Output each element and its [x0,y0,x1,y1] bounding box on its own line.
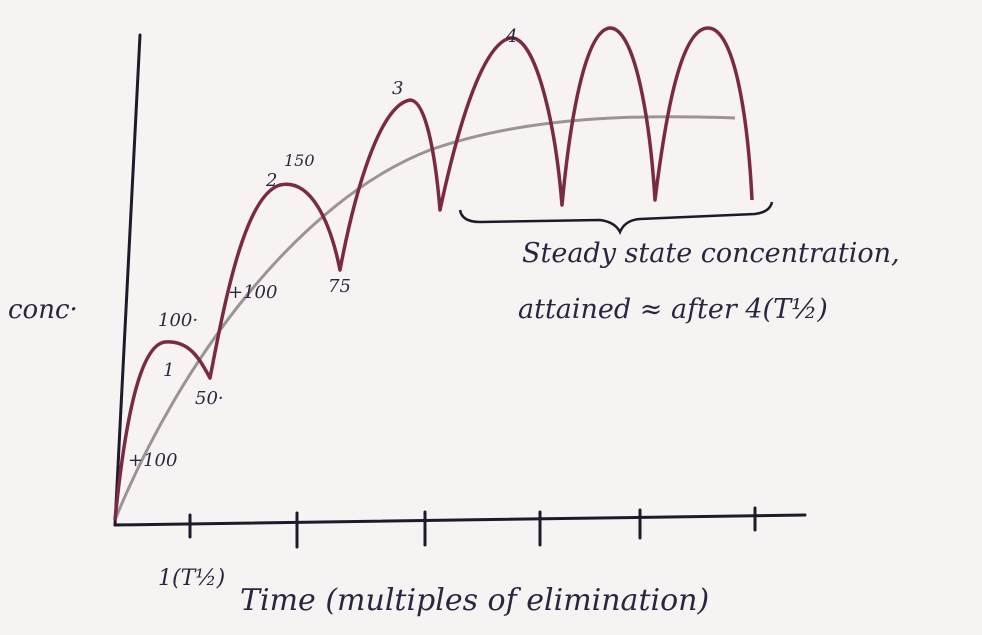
y-axis-label: conc· [8,295,78,325]
annotation: +100 [128,450,177,471]
x-tick-label: 1(T½) [158,566,225,591]
annotation: +100 [228,282,277,303]
annotation: 100· [158,310,198,331]
note-line: Steady state concentration, [522,238,900,269]
background [0,0,982,635]
annotation: 1 [163,360,174,381]
annotation: 75 [328,276,351,297]
annotation: 3 [392,78,403,99]
annotation: 50· [195,388,224,409]
note-line: attained ≈ after 4(T½) [518,294,828,325]
annotation: 4 [505,26,517,47]
annotation: 150 [284,151,315,170]
annotation: 2 [265,170,277,191]
x-axis-label: Time (multiples of elimination) [240,583,709,618]
diagram: conc· Time (multiples of elimination) 1(… [0,0,982,635]
